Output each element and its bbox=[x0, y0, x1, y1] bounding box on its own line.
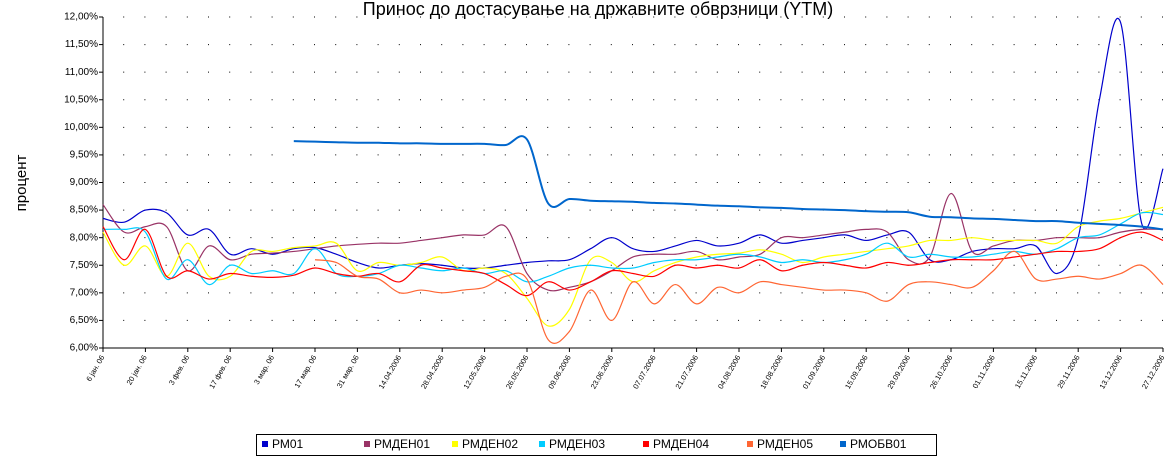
y-tick-label: 7,00% bbox=[70, 287, 98, 298]
x-tick-label: 18.08.2006 bbox=[758, 353, 785, 390]
x-tick-label: 26.05.2006 bbox=[504, 353, 531, 390]
series-line bbox=[102, 211, 1164, 286]
y-tick-label: 8,50% bbox=[70, 205, 98, 216]
x-tick-label: 23.06.2006 bbox=[589, 353, 616, 390]
y-axis-label: процент bbox=[13, 155, 30, 212]
x-tick-label: 12.05.2006 bbox=[461, 353, 488, 390]
x-tick-label: 3 фев. 06 bbox=[167, 353, 191, 386]
x-tick-label: 15.09.2006 bbox=[843, 353, 870, 390]
legend-label: РМДЕН05 bbox=[757, 437, 813, 451]
legend-marker bbox=[747, 441, 753, 447]
x-tick-label: 13.12.2006 bbox=[1097, 353, 1124, 390]
series-line bbox=[102, 192, 1164, 292]
y-tick-label: 10,00% bbox=[64, 122, 98, 133]
x-tick-label: 17 мар. 06 bbox=[292, 353, 318, 389]
x-tick-label: 26.10.2006 bbox=[928, 353, 955, 390]
x-tick-label: 07.07.2006 bbox=[631, 353, 658, 390]
legend-marker bbox=[840, 441, 846, 447]
y-tick-label: 11,50% bbox=[65, 39, 98, 50]
legend-label: РМ01 bbox=[272, 437, 304, 451]
x-tick-label: 29.09.2006 bbox=[885, 353, 912, 390]
x-tick-label: 31 мар. 06 bbox=[335, 353, 361, 389]
x-tick-label: 17 фев. 06 bbox=[207, 353, 233, 390]
y-tick-label: 6,00% bbox=[70, 343, 98, 354]
y-tick-label: 11,00% bbox=[65, 67, 98, 78]
x-tick-label: 28.04.2006 bbox=[419, 353, 446, 390]
x-tick-label: 21.07.2006 bbox=[673, 353, 700, 390]
legend-label: РМДЕН02 bbox=[462, 437, 518, 451]
x-tick-label: 01.09.2006 bbox=[801, 353, 828, 390]
x-tick-label: 3 мар. 06 bbox=[252, 353, 276, 385]
x-tick-label: 27.12.2006 bbox=[1140, 353, 1167, 390]
legend-marker bbox=[539, 441, 545, 447]
x-tick-label: 14.04.2006 bbox=[377, 353, 404, 390]
x-tick-label: 01.11.2006 bbox=[971, 353, 997, 390]
y-tick-label: 9,00% bbox=[70, 177, 98, 188]
legend-marker bbox=[364, 441, 370, 447]
x-tick-label: 6 јан. 06 bbox=[84, 353, 106, 382]
x-tick-label: 29.11.2006 bbox=[1055, 353, 1081, 390]
legend-marker bbox=[452, 441, 458, 447]
y-tick-label: 9,50% bbox=[70, 150, 98, 161]
legend-label: РМДЕН03 bbox=[549, 437, 605, 451]
y-tick-label: 7,50% bbox=[70, 260, 98, 271]
legend-marker bbox=[643, 441, 649, 447]
series-line bbox=[102, 226, 1164, 297]
series-line bbox=[102, 206, 1164, 327]
y-tick-label: 10,50% bbox=[64, 94, 98, 105]
legend-label: РМОБВ01 bbox=[850, 437, 907, 451]
series-line bbox=[102, 18, 1164, 275]
series-line bbox=[293, 135, 1164, 231]
legend-marker bbox=[262, 441, 268, 447]
y-tick-label: 6,50% bbox=[70, 315, 98, 326]
chart-title: Принос до достасување на државните обврз… bbox=[363, 0, 833, 19]
legend-label: РМДЕН04 bbox=[653, 437, 709, 451]
x-tick-label: 15.11.2006 bbox=[1013, 353, 1039, 390]
series-line bbox=[314, 250, 1164, 344]
y-tick-label: 8,00% bbox=[70, 232, 98, 243]
x-tick-label: 09.06.2006 bbox=[546, 353, 573, 390]
x-tick-label: 20 јан. 06 bbox=[125, 353, 149, 386]
x-tick-label: 04.08.2006 bbox=[716, 353, 743, 390]
y-tick-label: 12,00% bbox=[64, 12, 98, 23]
legend-label: РМДЕН01 bbox=[374, 437, 430, 451]
